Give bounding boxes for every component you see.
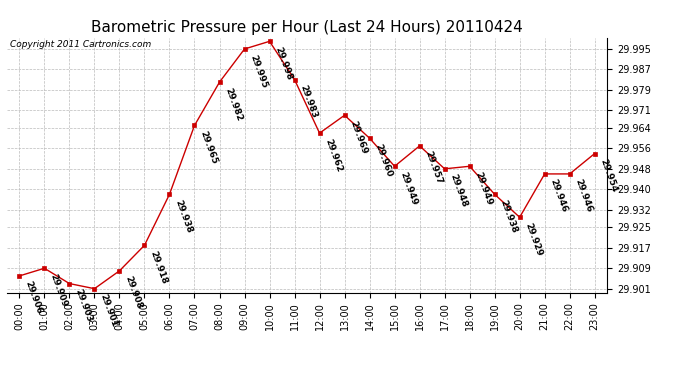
Text: 29.957: 29.957 (424, 150, 444, 186)
Text: 29.969: 29.969 (348, 120, 369, 155)
Title: Barometric Pressure per Hour (Last 24 Hours) 20110424: Barometric Pressure per Hour (Last 24 Ho… (91, 20, 523, 35)
Text: 29.962: 29.962 (324, 137, 344, 173)
Text: 29.965: 29.965 (199, 130, 219, 165)
Text: 29.982: 29.982 (224, 86, 244, 122)
Text: 29.954: 29.954 (599, 158, 620, 194)
Text: 29.998: 29.998 (274, 45, 294, 81)
Text: 29.918: 29.918 (148, 249, 169, 285)
Text: 29.929: 29.929 (524, 222, 544, 257)
Text: 29.946: 29.946 (549, 178, 569, 214)
Text: 29.909: 29.909 (48, 273, 69, 308)
Text: 29.960: 29.960 (374, 142, 394, 178)
Text: 29.906: 29.906 (23, 280, 44, 316)
Text: 29.983: 29.983 (299, 84, 319, 120)
Text: 29.901: 29.901 (99, 293, 119, 328)
Text: 29.949: 29.949 (399, 171, 420, 207)
Text: 29.949: 29.949 (474, 171, 494, 207)
Text: 29.946: 29.946 (574, 178, 594, 214)
Text: 29.903: 29.903 (74, 288, 94, 324)
Text: 29.995: 29.995 (248, 53, 269, 89)
Text: 29.938: 29.938 (174, 198, 194, 234)
Text: 29.938: 29.938 (499, 198, 519, 234)
Text: 29.948: 29.948 (448, 173, 469, 209)
Text: 29.908: 29.908 (124, 275, 144, 311)
Text: Copyright 2011 Cartronics.com: Copyright 2011 Cartronics.com (10, 40, 151, 49)
